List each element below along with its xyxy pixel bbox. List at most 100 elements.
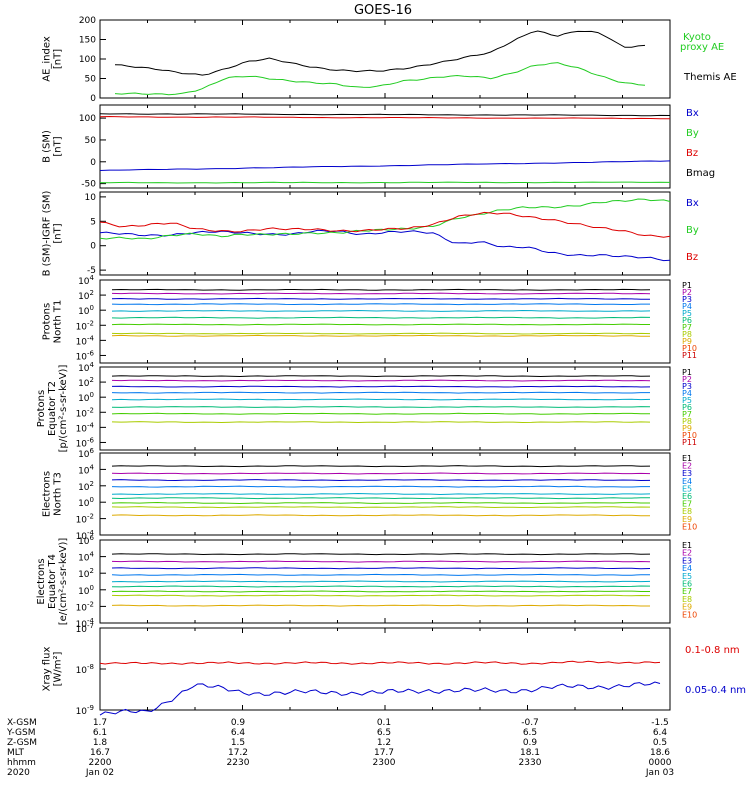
x-row-value: 1.5 xyxy=(231,738,245,748)
x-row-value: 1.7 xyxy=(93,718,107,728)
channel-label-p7: P7 xyxy=(682,410,692,419)
y-axis-label: Protons xyxy=(36,390,47,427)
series-line-e3 xyxy=(111,567,651,570)
channel-label-p2: P2 xyxy=(682,375,692,384)
x-row-value: 0.9 xyxy=(231,718,246,728)
legend-xray-long: 0.1-0.8 nm xyxy=(685,645,740,656)
x-row-value: 2200 xyxy=(89,758,112,768)
channel-label-p9: P9 xyxy=(682,424,692,433)
channel-label-p1: P1 xyxy=(682,368,692,377)
series-line-p5 xyxy=(111,398,651,401)
series-line-e3 xyxy=(111,479,651,482)
x-row-value: 1.2 xyxy=(377,738,391,748)
channel-label-p9: P9 xyxy=(682,337,692,346)
y-tick-label: 10-2 xyxy=(76,406,94,419)
x-row-label: X-GSM xyxy=(7,718,37,728)
channel-label-p8: P8 xyxy=(682,330,692,339)
channel-label-p5: P5 xyxy=(682,309,692,318)
channel-label-p3: P3 xyxy=(682,382,692,391)
series-line-p8 xyxy=(111,332,651,335)
x-row-value: 0.5 xyxy=(653,738,667,748)
y-tick-label: 10-2 xyxy=(76,319,94,332)
y-tick-label: 10-4 xyxy=(76,617,95,630)
y-axis-label: North T1 xyxy=(53,300,64,344)
series-line-e4 xyxy=(111,573,650,576)
series-line-e9 xyxy=(111,604,650,607)
y-tick-label: -5 xyxy=(87,266,96,276)
channel-label-e3: E3 xyxy=(682,556,692,565)
channel-label-p6: P6 xyxy=(682,316,692,325)
series-line-e6 xyxy=(111,497,651,500)
channel-label-p2: P2 xyxy=(682,288,692,297)
x-row-label: Z-GSM xyxy=(7,738,37,748)
y-tick-label: 5 xyxy=(90,217,96,227)
channel-label-p1: P1 xyxy=(682,281,692,290)
x-row-value: 6.1 xyxy=(93,728,107,738)
x-row-value: 17.2 xyxy=(228,748,248,758)
series-line-bz xyxy=(99,115,670,120)
x-row-value: 2330 xyxy=(519,758,542,768)
y-tick-label: 100 xyxy=(78,391,94,404)
y-axis-label: AE_index xyxy=(42,36,53,82)
y-tick-label: 10-6 xyxy=(76,436,95,449)
plot-title: GOES-16 xyxy=(354,3,412,18)
series-line-e5 xyxy=(111,580,651,583)
y-axis-label: Xray flux xyxy=(42,647,53,692)
series-line-e6 xyxy=(111,585,651,588)
legend-bx: Bx xyxy=(686,198,699,209)
legend-by: By xyxy=(686,128,699,139)
series-line-p7 xyxy=(111,323,650,326)
x-row-label: 2020 xyxy=(7,768,30,778)
channel-label-e4: E4 xyxy=(682,477,692,486)
x-row-label: Y-GSM xyxy=(6,728,35,738)
channel-label-e8: E8 xyxy=(682,595,692,604)
y-tick-label: 10-2 xyxy=(76,600,94,613)
x-row-value: 17.7 xyxy=(374,748,394,758)
x-row-value: 6.5 xyxy=(523,728,537,738)
series-line-p1 xyxy=(111,375,651,378)
x-row-value: Jan 03 xyxy=(645,768,674,778)
x-row-value: 6.4 xyxy=(231,728,246,738)
x-row-value: 6.4 xyxy=(653,728,668,738)
channel-label-e10: E10 xyxy=(682,522,697,531)
series-line-p8 xyxy=(111,421,651,424)
x-row-value: 0000 xyxy=(649,758,672,768)
series-line-p6 xyxy=(111,316,651,319)
legend-bx: Bx xyxy=(686,108,699,119)
x-row-value: -0.7 xyxy=(521,718,539,728)
series-line-e4 xyxy=(111,485,650,488)
series-line-e5 xyxy=(111,492,651,496)
channel-label-p7: P7 xyxy=(682,323,692,332)
series-line-e7 xyxy=(111,590,650,593)
x-axis-table: X-GSM 1.7 0.9 0.1 -0.7 -1.5 Y-GSM 6.1 6.4 6.5 6.5 6… xyxy=(6,718,674,778)
channel-label-p3: P3 xyxy=(682,295,692,304)
channel-label-e5: E5 xyxy=(682,572,692,581)
channel-label-e2: E2 xyxy=(682,462,692,471)
series-line-bmag xyxy=(99,113,671,117)
channel-label-e1: E1 xyxy=(682,454,692,463)
channel-label-e9: E9 xyxy=(682,515,692,524)
legend-kyoto-2: proxy AE xyxy=(680,42,724,53)
y-axis-label: [nT] xyxy=(53,49,64,69)
channel-label-e10: E10 xyxy=(682,610,697,619)
channel-label-p4: P4 xyxy=(682,389,692,398)
y-tick-label: 0 xyxy=(90,94,96,104)
x-row-value: 16.7 xyxy=(90,748,110,758)
y-tick-label: 100 xyxy=(79,55,96,65)
channel-label-p11: P11 xyxy=(682,438,697,447)
series-line-p2 xyxy=(111,379,651,382)
y-tick-label: 10-8 xyxy=(76,663,94,676)
series-line-p2 xyxy=(111,292,651,295)
channel-label-p8: P8 xyxy=(682,417,692,426)
series-line-p9 xyxy=(111,334,650,337)
x-row-value: 1.8 xyxy=(93,738,108,748)
series-line-themis-ae xyxy=(114,30,646,76)
y-tick-label: 102 xyxy=(78,376,94,389)
y-tick-label: 102 xyxy=(78,567,94,580)
series-line-e7 xyxy=(111,501,650,505)
series-line-bz xyxy=(99,211,671,238)
y-tick-label: 104 xyxy=(78,274,94,287)
series-line-e2 xyxy=(111,560,651,563)
y-axis-label: Equator T2 xyxy=(47,381,58,436)
